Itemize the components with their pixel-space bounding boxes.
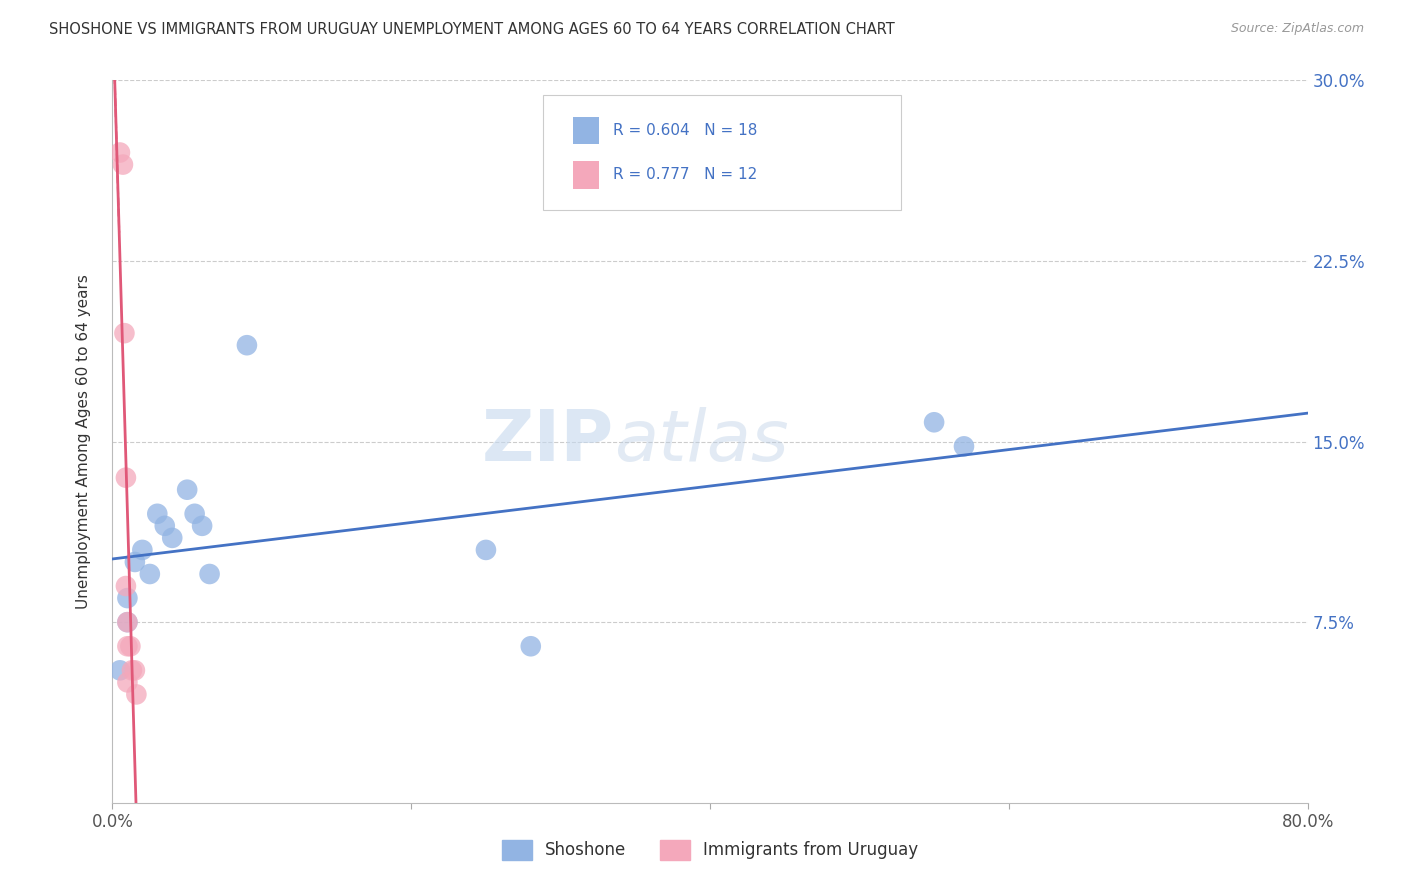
Point: [162, 531, 183, 545]
Text: ZIP: ZIP: [482, 407, 614, 476]
Point: [115, 470, 138, 484]
Text: atlas: atlas: [614, 407, 789, 476]
Y-axis label: Unemployment Among Ages 60 to 64 years: Unemployment Among Ages 60 to 64 years: [76, 274, 91, 609]
Point: [153, 518, 176, 533]
Point: [146, 507, 169, 521]
Text: R = 0.777   N = 12: R = 0.777 N = 12: [613, 168, 758, 182]
FancyBboxPatch shape: [543, 95, 901, 211]
Point: [922, 415, 945, 429]
Legend: Shoshone, Immigrants from Uruguay: Shoshone, Immigrants from Uruguay: [495, 833, 925, 867]
Point: [131, 542, 153, 557]
Point: [117, 675, 139, 690]
Point: [125, 687, 148, 701]
Point: [114, 326, 135, 340]
Point: [108, 145, 131, 160]
FancyBboxPatch shape: [572, 161, 599, 188]
Point: [176, 483, 198, 497]
Text: SHOSHONE VS IMMIGRANTS FROM URUGUAY UNEMPLOYMENT AMONG AGES 60 TO 64 YEARS CORRE: SHOSHONE VS IMMIGRANTS FROM URUGUAY UNEM…: [49, 22, 896, 37]
Point: [520, 639, 543, 653]
Point: [117, 591, 139, 605]
Point: [183, 507, 205, 521]
Point: [117, 615, 139, 630]
Point: [475, 542, 498, 557]
Point: [236, 338, 259, 352]
Point: [124, 555, 146, 569]
Text: R = 0.604   N = 18: R = 0.604 N = 18: [613, 123, 758, 137]
Point: [111, 157, 134, 171]
Text: Source: ZipAtlas.com: Source: ZipAtlas.com: [1230, 22, 1364, 36]
Point: [120, 639, 142, 653]
FancyBboxPatch shape: [572, 117, 599, 144]
Point: [953, 439, 976, 453]
Point: [117, 639, 139, 653]
Point: [198, 567, 221, 582]
Point: [191, 518, 214, 533]
Point: [108, 664, 131, 678]
Point: [121, 664, 143, 678]
Point: [124, 664, 146, 678]
Point: [115, 579, 138, 593]
Point: [117, 615, 139, 630]
Point: [139, 567, 162, 582]
